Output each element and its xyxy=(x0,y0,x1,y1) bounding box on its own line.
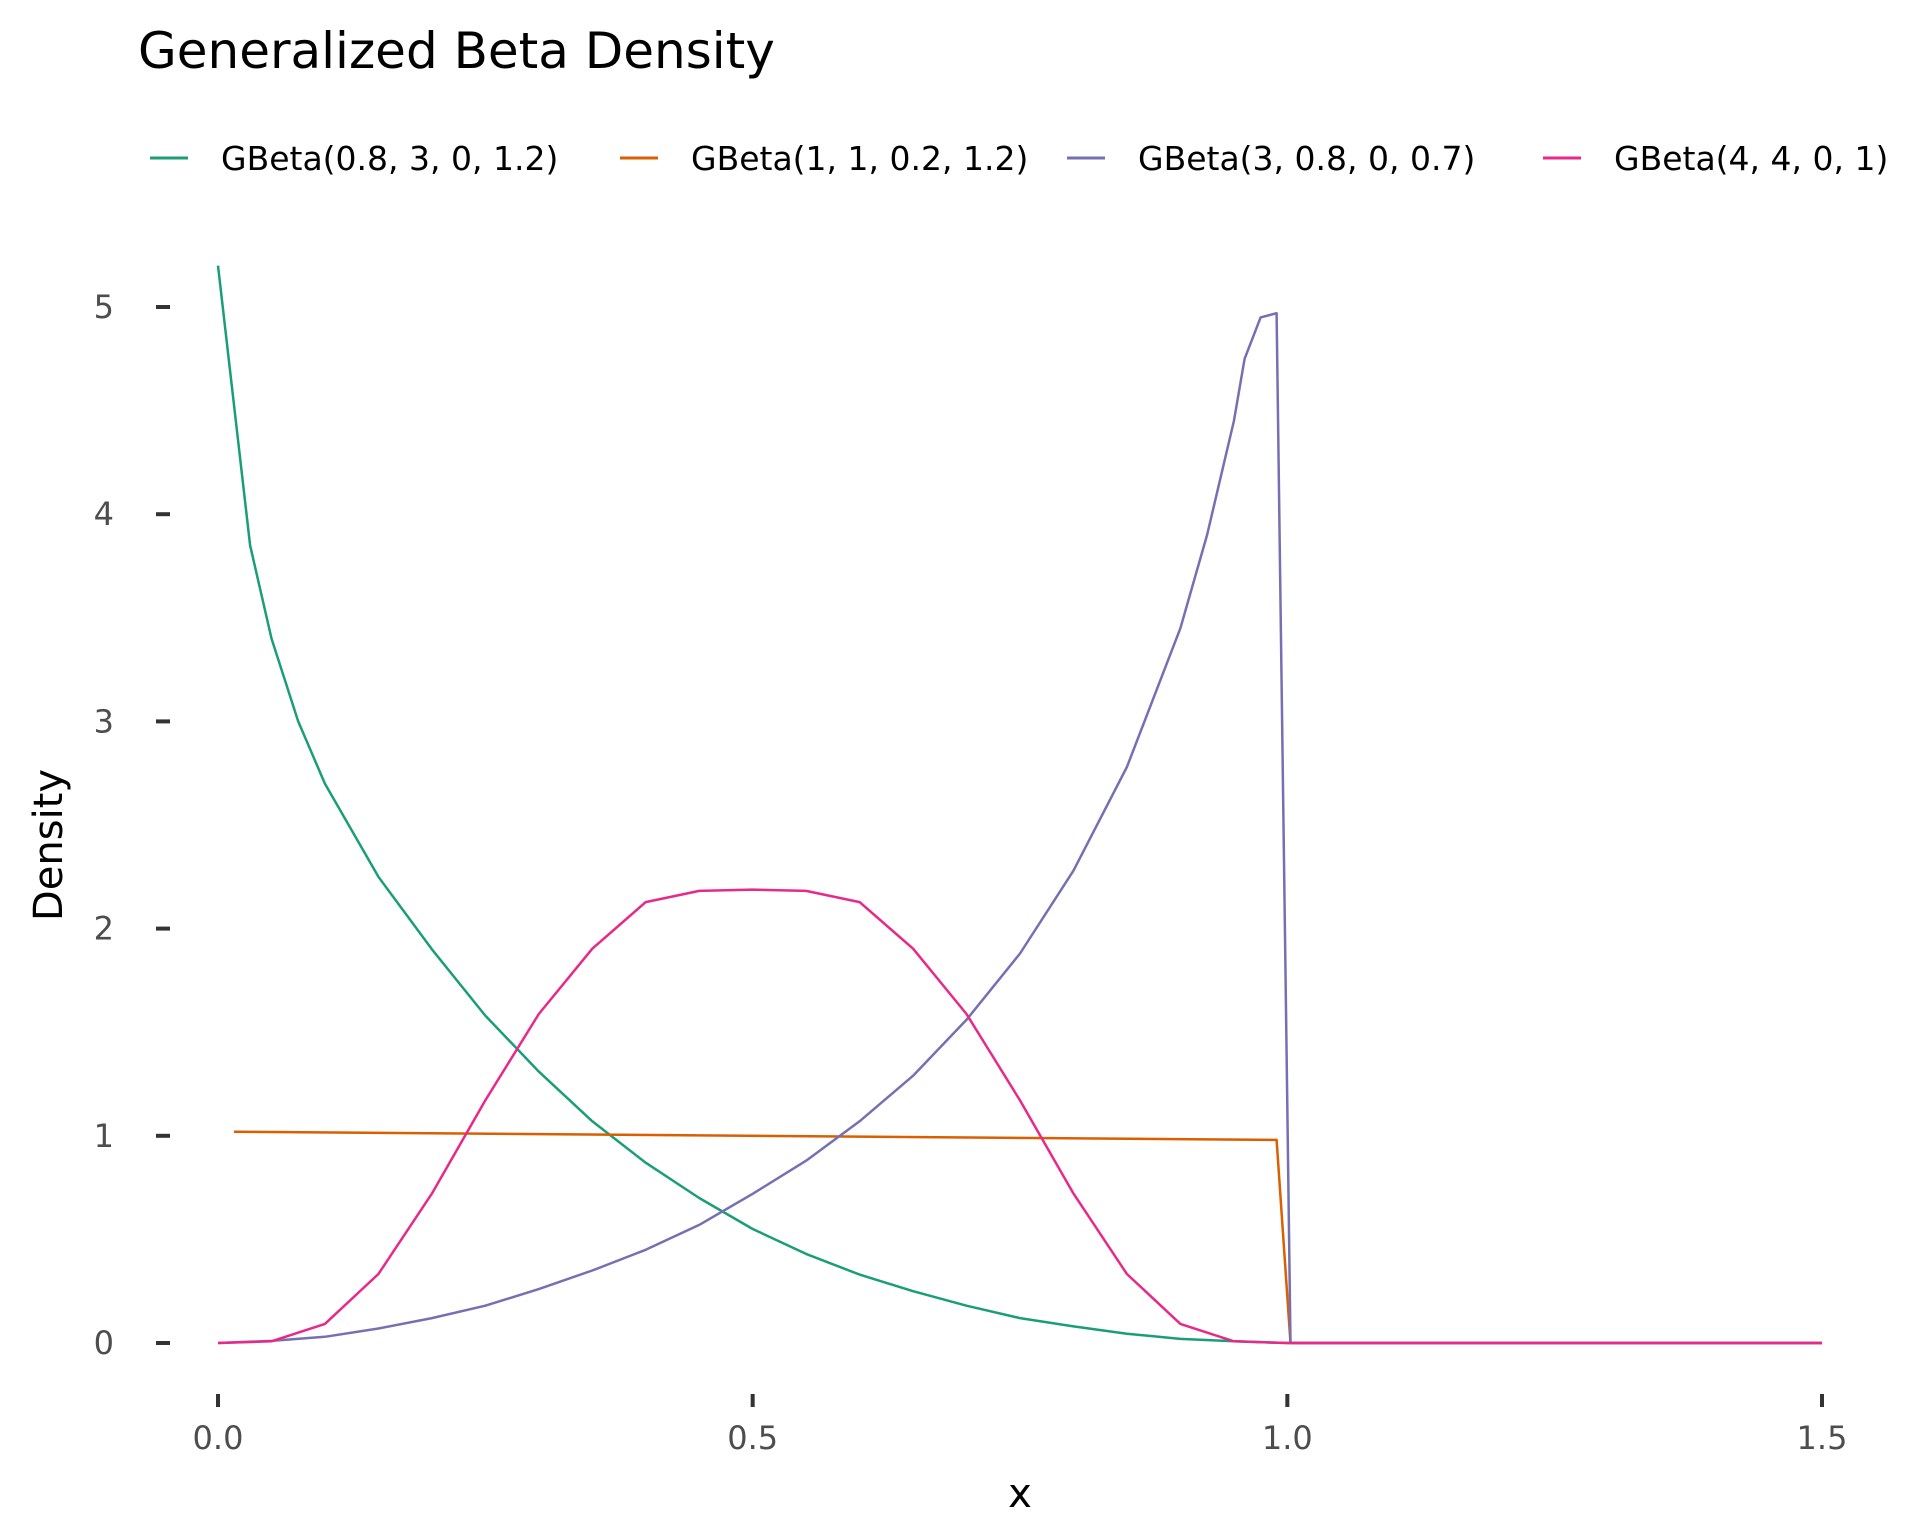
y-axis-title: Density xyxy=(26,769,72,921)
y-tick-label: 3 xyxy=(94,702,114,740)
y-tick-label: 2 xyxy=(94,910,114,948)
y-axis: 0 1 2 3 4 5 xyxy=(94,288,170,1362)
x-tick-label: 0.0 xyxy=(193,1419,244,1457)
series-line-3 xyxy=(217,311,1822,1345)
y-tick-label: 5 xyxy=(94,288,114,326)
legend-label-3: GBeta(3, 0.8, 0, 0.7) xyxy=(1138,139,1475,178)
x-tick-label: 0.5 xyxy=(727,1419,778,1457)
plot-lines xyxy=(216,265,1822,1345)
chart-title: Generalized Beta Density xyxy=(138,22,775,80)
y-tick-label: 1 xyxy=(94,1117,114,1155)
x-axis: 0.0 0.5 1.0 1.5 xyxy=(193,1394,1848,1457)
x-tick-label: 1.0 xyxy=(1262,1419,1313,1457)
series-line-1 xyxy=(216,265,1822,1345)
y-tick-label: 4 xyxy=(94,495,114,533)
series-line-4 xyxy=(217,888,1822,1345)
y-tick-label: 0 xyxy=(94,1324,114,1362)
legend: GBeta(0.8, 3, 0, 1.2) GBeta(1, 1, 0.2, 1.… xyxy=(150,139,1888,178)
legend-label-2: GBeta(1, 1, 0.2, 1.2) xyxy=(691,139,1028,178)
legend-label-1: GBeta(0.8, 3, 0, 1.2) xyxy=(221,139,558,178)
series-line-2 xyxy=(233,1130,1822,1345)
x-axis-title: x xyxy=(1008,1471,1032,1517)
x-tick-label: 1.5 xyxy=(1797,1419,1848,1457)
legend-label-4: GBeta(4, 4, 0, 1) xyxy=(1614,139,1888,178)
